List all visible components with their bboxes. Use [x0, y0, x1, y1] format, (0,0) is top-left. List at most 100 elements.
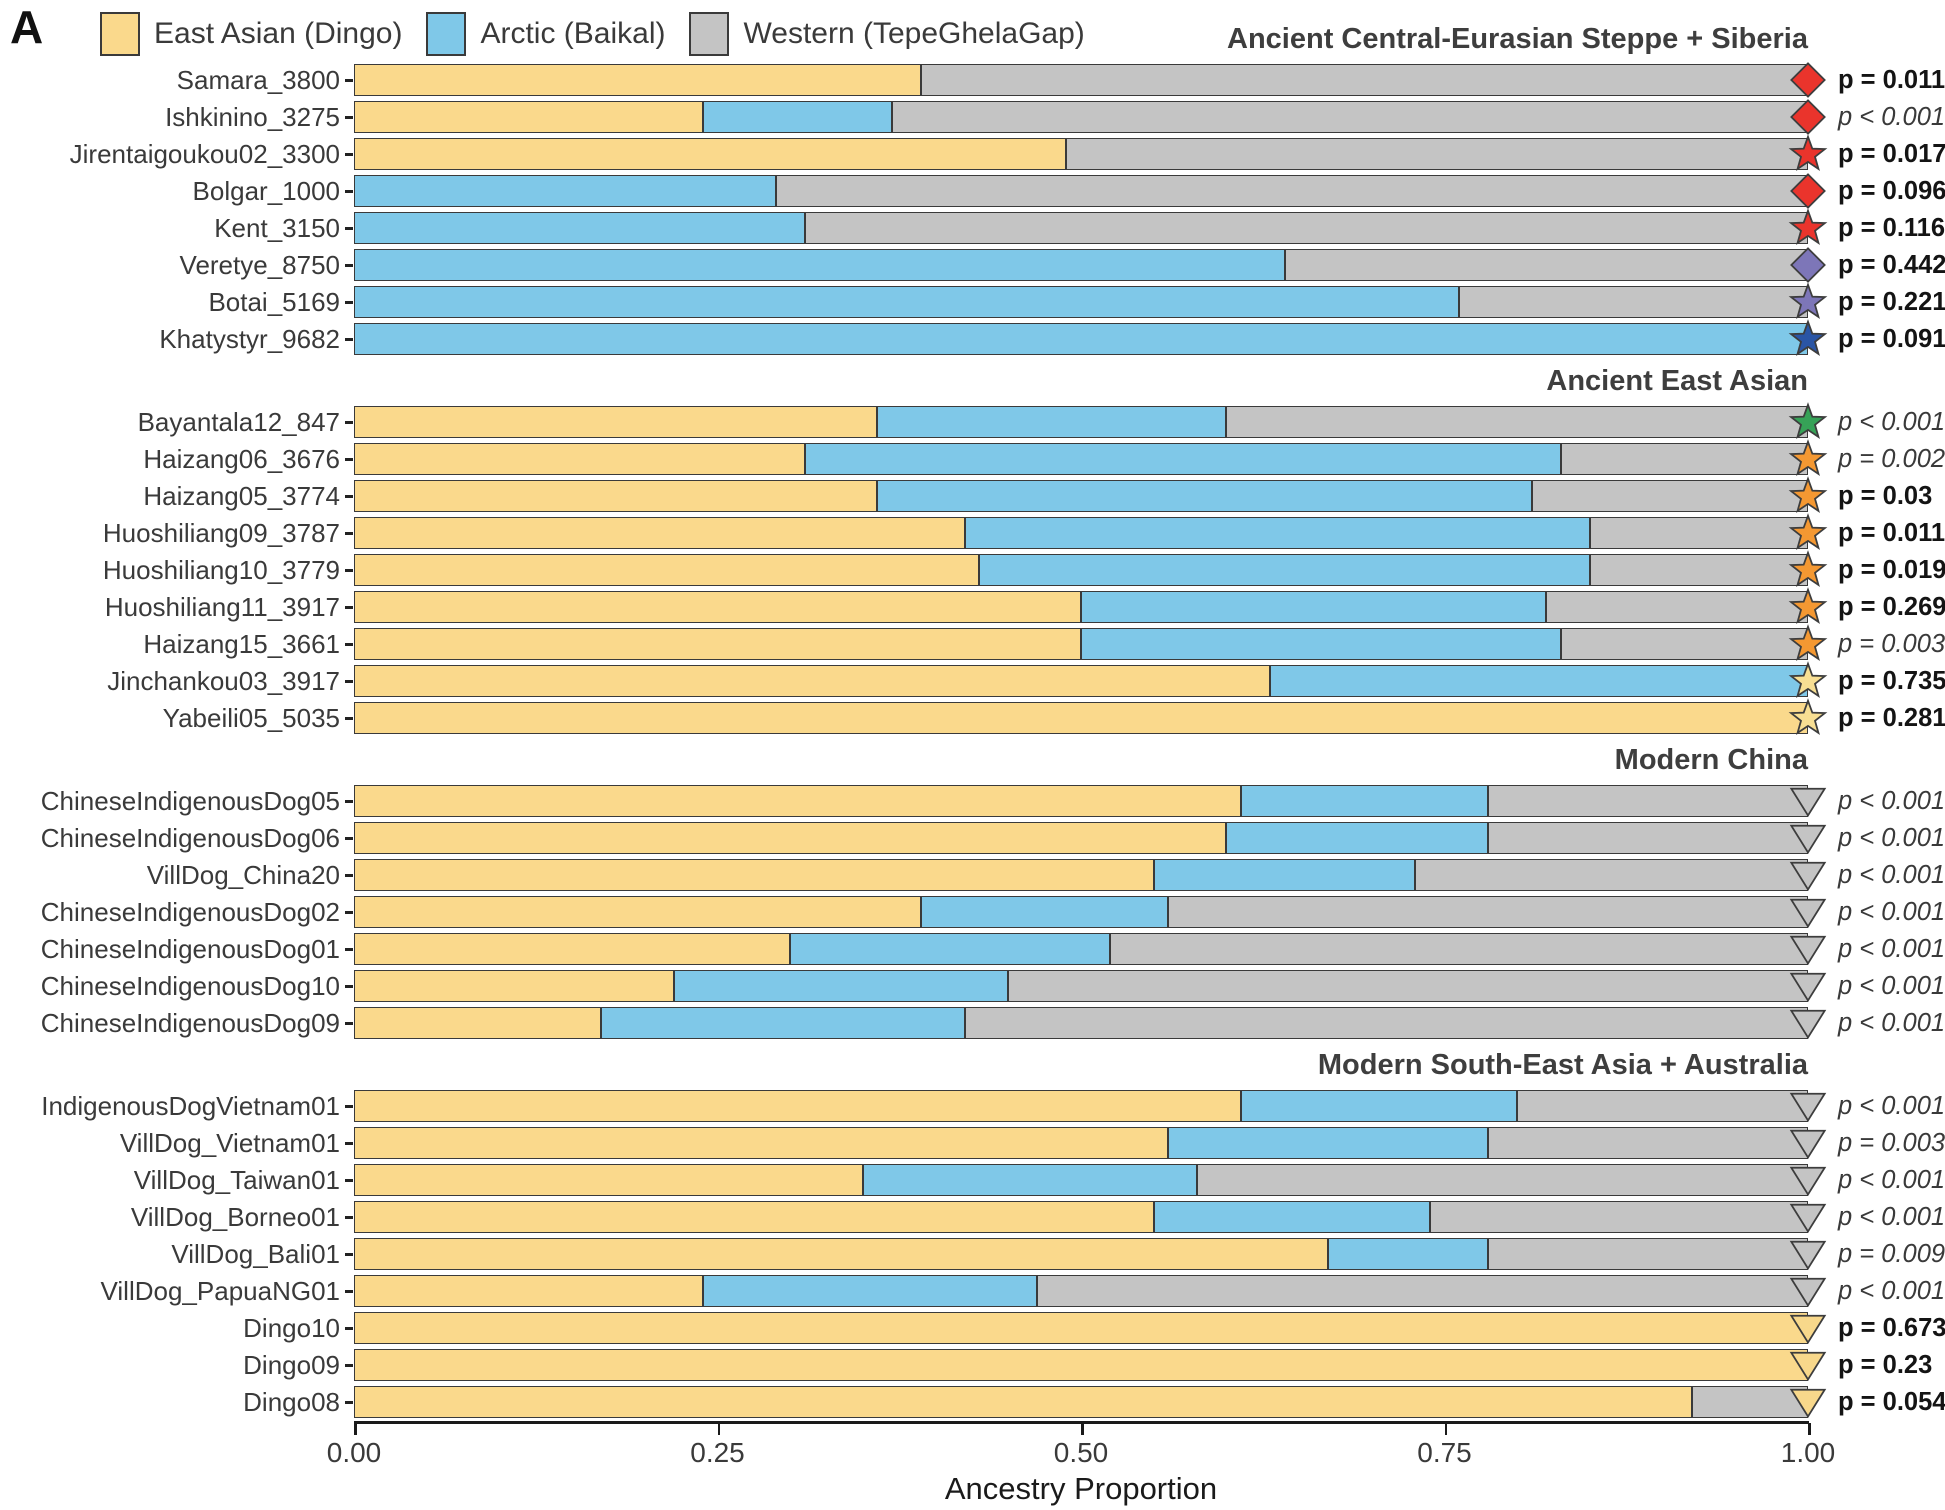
p-value: p = 0.003	[1838, 1129, 1945, 1157]
bar-segment-western	[1488, 822, 1808, 854]
bar-segment-arctic	[804, 443, 1561, 475]
p-value: p = 0.23	[1838, 1351, 1933, 1379]
row-tick	[345, 458, 353, 461]
star-marker	[1788, 698, 1828, 735]
bar-segment-arctic	[354, 323, 1808, 355]
chart-row: Samara_3800 p = 0.011	[0, 62, 1945, 99]
group-title: Modern South-East Asia + Australia	[1317, 1049, 1808, 1081]
row-tick	[345, 1253, 353, 1256]
p-value: p = 0.269	[1838, 593, 1945, 621]
triangle-marker	[1789, 1314, 1827, 1345]
bar-segment-arctic	[877, 480, 1532, 512]
stacked-bar	[354, 1090, 1808, 1122]
x-axis-tick	[1808, 1423, 1811, 1435]
p-value: p = 0.009	[1838, 1240, 1945, 1268]
p-value: p < 0.001	[1838, 861, 1945, 889]
triangle-marker	[1789, 1277, 1827, 1308]
row-label: VillDog_Vietnam01	[119, 1128, 340, 1158]
bar-segment-western	[964, 1007, 1808, 1039]
row-tick	[345, 421, 353, 424]
chart-row: Jinchankou03_3917 p = 0.735	[0, 661, 1945, 700]
chart-row: Haizang06_3676 p = 0.002	[0, 439, 1945, 478]
row-label: Veretye_8750	[179, 250, 340, 280]
triangle-marker	[1789, 824, 1827, 855]
bar-segment-arctic	[673, 970, 1009, 1002]
bar-segment-arctic	[1240, 1090, 1518, 1122]
bar-segment-western	[775, 175, 1808, 207]
x-axis-tick-label: 1.00	[1780, 1437, 1836, 1468]
bar-segment-east-asian	[354, 628, 1081, 660]
x-axis-title: Ancestry Proportion	[944, 1471, 1218, 1506]
stacked-bar	[354, 1238, 1808, 1270]
row-tick	[345, 153, 353, 156]
row-label: Huoshiliang10_3779	[102, 555, 340, 585]
row-label: Huoshiliang09_3787	[102, 518, 340, 548]
x-axis-tick-label: 0.00	[326, 1437, 382, 1468]
panel-label: A	[10, 1, 44, 53]
chart-row: ChineseIndigenousDog01 p < 0.001	[0, 931, 1945, 968]
bar-segment-east-asian	[354, 970, 674, 1002]
row-label: Haizang06_3676	[143, 444, 340, 474]
group-title: Modern China	[1614, 744, 1808, 776]
chart-row: Botai_5169 p = 0.221	[0, 282, 1945, 321]
bar-segment-arctic	[1153, 1201, 1430, 1233]
row-tick	[345, 1022, 353, 1025]
p-value: p = 0.735	[1838, 667, 1945, 695]
chart-row: Huoshiliang10_3779 p = 0.019	[0, 550, 1945, 589]
row-tick	[345, 532, 353, 535]
diamond-marker	[1790, 247, 1826, 283]
chart-row: ChineseIndigenousDog06 p < 0.001	[0, 820, 1945, 857]
p-value: p = 0.019	[1838, 556, 1945, 584]
x-axis-tick	[354, 1423, 357, 1435]
row-label: VillDog_Borneo01	[130, 1202, 340, 1232]
stacked-bar	[354, 591, 1808, 623]
chart-row: VillDog_Bali01 p = 0.009	[0, 1236, 1945, 1273]
p-value: p < 0.001	[1838, 1166, 1945, 1194]
stacked-bar	[354, 1275, 1808, 1307]
row-label: Dingo09	[243, 1350, 340, 1380]
bar-segment-east-asian	[354, 101, 703, 133]
chart-row: VillDog_Borneo01 p < 0.001	[0, 1199, 1945, 1236]
triangle-marker	[1789, 935, 1827, 966]
triangle-marker	[1789, 1388, 1827, 1419]
bar-segment-western	[1168, 896, 1808, 928]
row-label: Ishkinino_3275	[165, 102, 340, 132]
row-tick	[345, 190, 353, 193]
star-marker	[1788, 476, 1828, 513]
bar-segment-east-asian	[354, 138, 1067, 170]
stacked-bar	[354, 323, 1808, 355]
bar-segment-east-asian	[354, 1312, 1808, 1344]
p-value: p = 0.091	[1838, 325, 1945, 353]
stacked-bar	[354, 1349, 1808, 1381]
legend: East Asian (Dingo) Arctic (Baikal) Western…	[100, 12, 1085, 56]
bar-segment-east-asian	[354, 1238, 1329, 1270]
chart-row: Veretye_8750 p = 0.442	[0, 247, 1945, 284]
stacked-bar	[354, 175, 1808, 207]
row-tick	[345, 1364, 353, 1367]
x-axis-tick-label: 0.75	[1417, 1437, 1472, 1468]
p-value: p < 0.001	[1838, 1092, 1945, 1120]
row-label: ChineseIndigenousDog09	[40, 1008, 340, 1038]
row-tick	[345, 948, 353, 951]
row-tick	[345, 1290, 353, 1293]
bar-segment-western	[1517, 1090, 1808, 1122]
bar-segment-arctic	[877, 406, 1227, 438]
row-tick	[345, 1216, 353, 1219]
bar-segment-arctic	[1168, 1127, 1489, 1159]
diamond-marker	[1790, 99, 1826, 135]
row-label: Bolgar_1000	[192, 176, 340, 206]
row-tick	[345, 301, 353, 304]
row-tick	[345, 680, 353, 683]
p-value: p = 0.673	[1838, 1314, 1945, 1342]
row-label: Jirentaigoukou02_3300	[69, 139, 340, 169]
stacked-bar	[354, 1007, 1808, 1039]
row-label: Kent_3150	[214, 213, 340, 243]
star-marker	[1788, 319, 1828, 356]
bar-segment-western	[1226, 406, 1808, 438]
row-tick	[345, 717, 353, 720]
bar-segment-western	[1560, 628, 1808, 660]
chart-row: Huoshiliang09_3787 p = 0.011	[0, 513, 1945, 552]
stacked-bar	[354, 859, 1808, 891]
star-marker	[1788, 624, 1828, 661]
row-tick	[345, 1327, 353, 1330]
